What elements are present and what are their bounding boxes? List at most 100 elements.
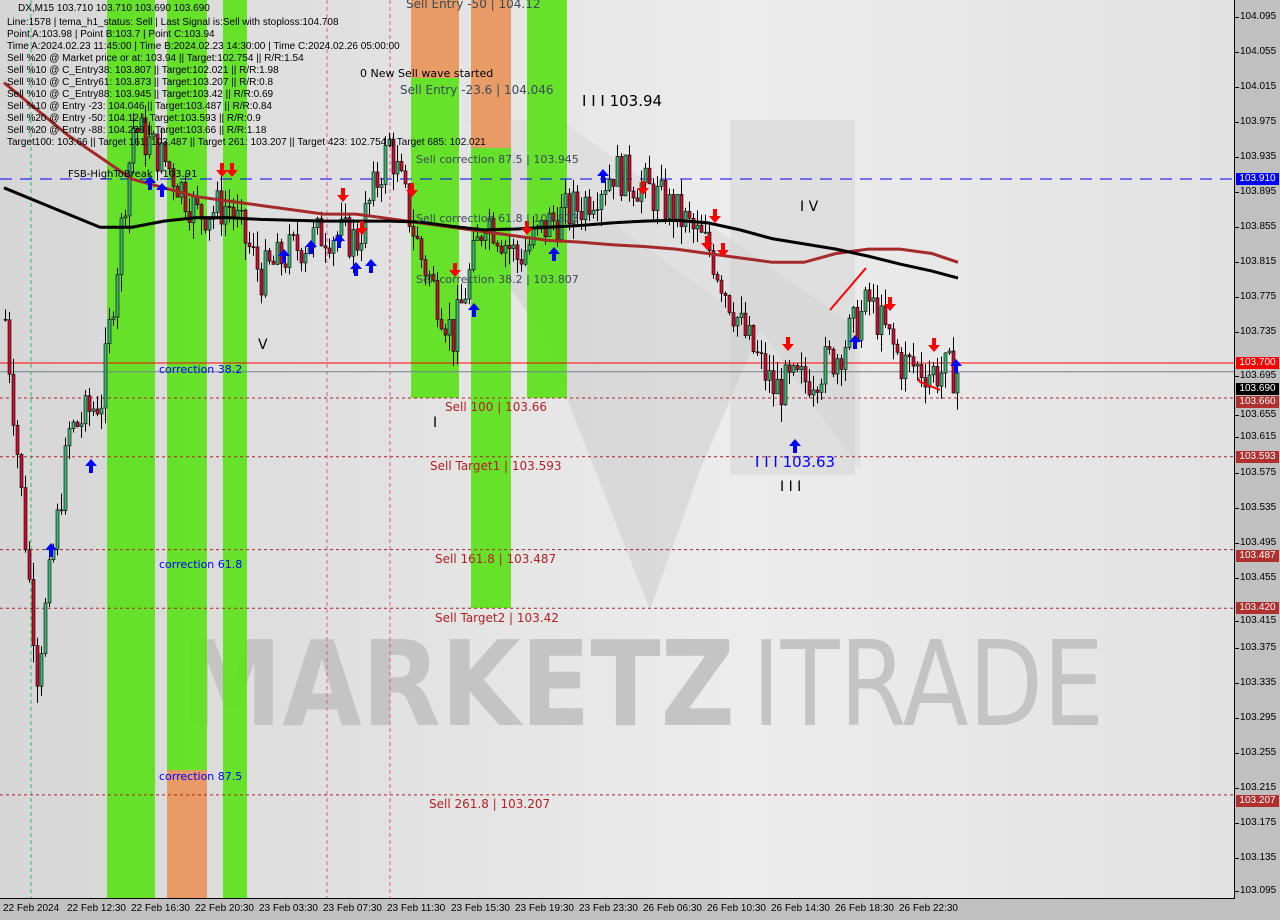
price-level-badge: 103.593 [1236, 450, 1279, 463]
bear-candle [183, 182, 188, 212]
wave-box [730, 120, 855, 475]
time-tick-label: 23 Feb 07:30 [323, 903, 382, 914]
bull-candle [103, 343, 108, 409]
bear-candle [75, 421, 80, 427]
bull-candle [607, 178, 612, 191]
chart-plot-area[interactable]: MARKETZ ITRADE Sell Entry -50 | 104.12 0 N… [0, 0, 1235, 899]
sell-entry-label: Sell Entry -50 | 104.12 [406, 0, 540, 11]
bear-candle [883, 305, 888, 325]
bear-candle [443, 328, 448, 336]
bear-candle [3, 318, 8, 321]
bear-candle [691, 218, 696, 230]
bull-candle [823, 346, 828, 385]
bear-candle [95, 408, 100, 415]
price-tick-label: 103.775 [1234, 291, 1277, 303]
info-line: Sell %10 @ C_Entry61: 103.873 || Target:… [7, 77, 274, 88]
bear-candle [715, 274, 720, 281]
price-level-badge: 103.660 [1236, 396, 1279, 409]
moving-average-black [3, 186, 959, 280]
buy-arrow-icon [85, 459, 97, 473]
price-tick-label: 103.295 [1234, 711, 1277, 723]
time-tick-label: 22 Feb 2024 [3, 903, 60, 914]
bear-candle [431, 274, 436, 281]
time-tick-label: 22 Feb 16:30 [131, 903, 190, 914]
bull-candle [331, 240, 336, 254]
bear-candle [875, 297, 880, 335]
sell-arrow-icon [521, 221, 533, 235]
bull-candle [915, 364, 920, 367]
bull-candle [47, 559, 52, 604]
bear-candle [495, 242, 500, 247]
bull-candle [359, 242, 364, 251]
bull-candle [43, 602, 48, 654]
bull-candle [879, 305, 884, 335]
price-tick-label: 103.615 [1234, 431, 1277, 443]
watermark-text: MARKETZ [180, 615, 735, 753]
bull-candle [847, 317, 852, 348]
bear-candle [87, 395, 92, 412]
bear-candle [687, 211, 692, 219]
time-tick-label: 23 Feb 23:30 [579, 903, 638, 914]
bear-candle [135, 128, 140, 133]
price-tick-label: 103.095 [1234, 885, 1277, 896]
bear-candle [923, 377, 928, 388]
bull-candle [115, 274, 120, 318]
bear-candle [831, 348, 836, 375]
bull-candle [859, 311, 864, 341]
bear-candle [391, 138, 396, 175]
bull-candle [955, 372, 960, 394]
bull-candle [799, 366, 804, 370]
info-line: Sell %20 @ Entry -50: 104.12 || Target:1… [7, 113, 261, 124]
time-tick-label: 26 Feb 10:30 [707, 903, 766, 914]
time-tick-label: 26 Feb 14:30 [771, 903, 830, 914]
buy-zone-green [223, 0, 247, 898]
bear-candle [803, 366, 808, 383]
bear-candle [935, 366, 940, 387]
bull-candle [371, 171, 376, 201]
bear-candle [143, 117, 148, 156]
bull-candle [511, 244, 516, 249]
wave-label: I [433, 415, 437, 431]
bear-candle [155, 133, 160, 172]
bear-candle [519, 259, 524, 265]
bull-candle [139, 117, 144, 133]
bull-candle [939, 372, 944, 387]
buy-arrow-icon [365, 259, 377, 273]
bear-candle [891, 328, 896, 345]
bear-candle [435, 280, 440, 320]
bull-candle [63, 445, 68, 511]
bull-candle [39, 653, 44, 687]
bear-candle [815, 389, 820, 393]
bear-candle [419, 238, 424, 260]
bull-candle [67, 428, 72, 447]
bear-candle [459, 299, 464, 304]
time-tick-label: 23 Feb 11:30 [387, 903, 446, 914]
bull-candle [119, 217, 124, 276]
bear-candle [23, 487, 28, 551]
sell-correction-label: Sell correction 87.5 | 103.945 [416, 153, 579, 166]
price-level-badge: 103.700 [1236, 357, 1279, 370]
bull-candle [695, 224, 700, 230]
bull-candle [275, 241, 280, 265]
info-line: Point A:103.98 | Point B:103.7 | Point C… [7, 29, 215, 40]
bear-candle [407, 183, 412, 227]
bull-candle [931, 366, 936, 376]
bull-candle [595, 209, 600, 211]
bear-candle [167, 161, 172, 169]
bull-candle [315, 218, 320, 228]
bear-candle [227, 206, 232, 208]
sell-arrow-icon [406, 183, 418, 197]
bear-candle [251, 246, 256, 249]
time-tick-label: 23 Feb 19:30 [515, 903, 574, 914]
sell-correction-label: Sell correction 61.8 | 103.873 [416, 212, 579, 225]
price-level-badge: 103.690 [1236, 383, 1279, 396]
sell-target-label: Sell 161.8 | 103.487 [435, 552, 556, 566]
bear-candle [479, 236, 484, 241]
sell-zone-orange [471, 0, 511, 148]
price-axis[interactable]: 104.095 104.055 104.015 103.975 103.935 103.8… [1234, 0, 1280, 898]
bull-candle [343, 217, 348, 220]
bull-candle [107, 319, 112, 344]
bear-candle [787, 364, 792, 373]
buy-arrow-icon [333, 234, 345, 248]
bear-candle [587, 196, 592, 215]
